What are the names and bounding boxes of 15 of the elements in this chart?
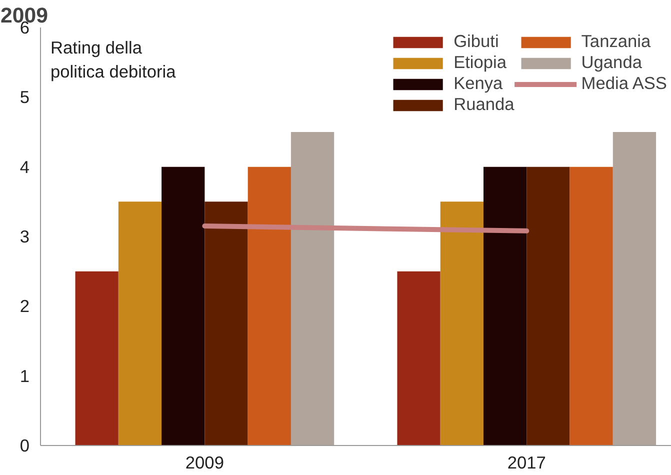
legend-label: Ruanda (454, 94, 514, 115)
legend-label: Media ASS (581, 73, 667, 94)
y-axis-title: Rating della politica debitoria (50, 38, 176, 82)
y-tick-label: 1 (20, 366, 30, 386)
y-tick-label: 2 (20, 296, 30, 316)
legend-label: Etiopia (454, 52, 507, 73)
y-tick-label: 0 (20, 436, 30, 456)
legend-label: Tanzania (581, 31, 651, 52)
legend-label: Uganda (581, 52, 642, 73)
y-tick-label: 4 (20, 156, 30, 177)
legend-label: Gibuti (454, 31, 499, 52)
y-tick-label: 3 (20, 226, 30, 246)
y-tick-label: 5 (20, 87, 30, 108)
legend-label: Kenya (454, 73, 503, 94)
x-tick-label: 2017 (507, 452, 546, 472)
